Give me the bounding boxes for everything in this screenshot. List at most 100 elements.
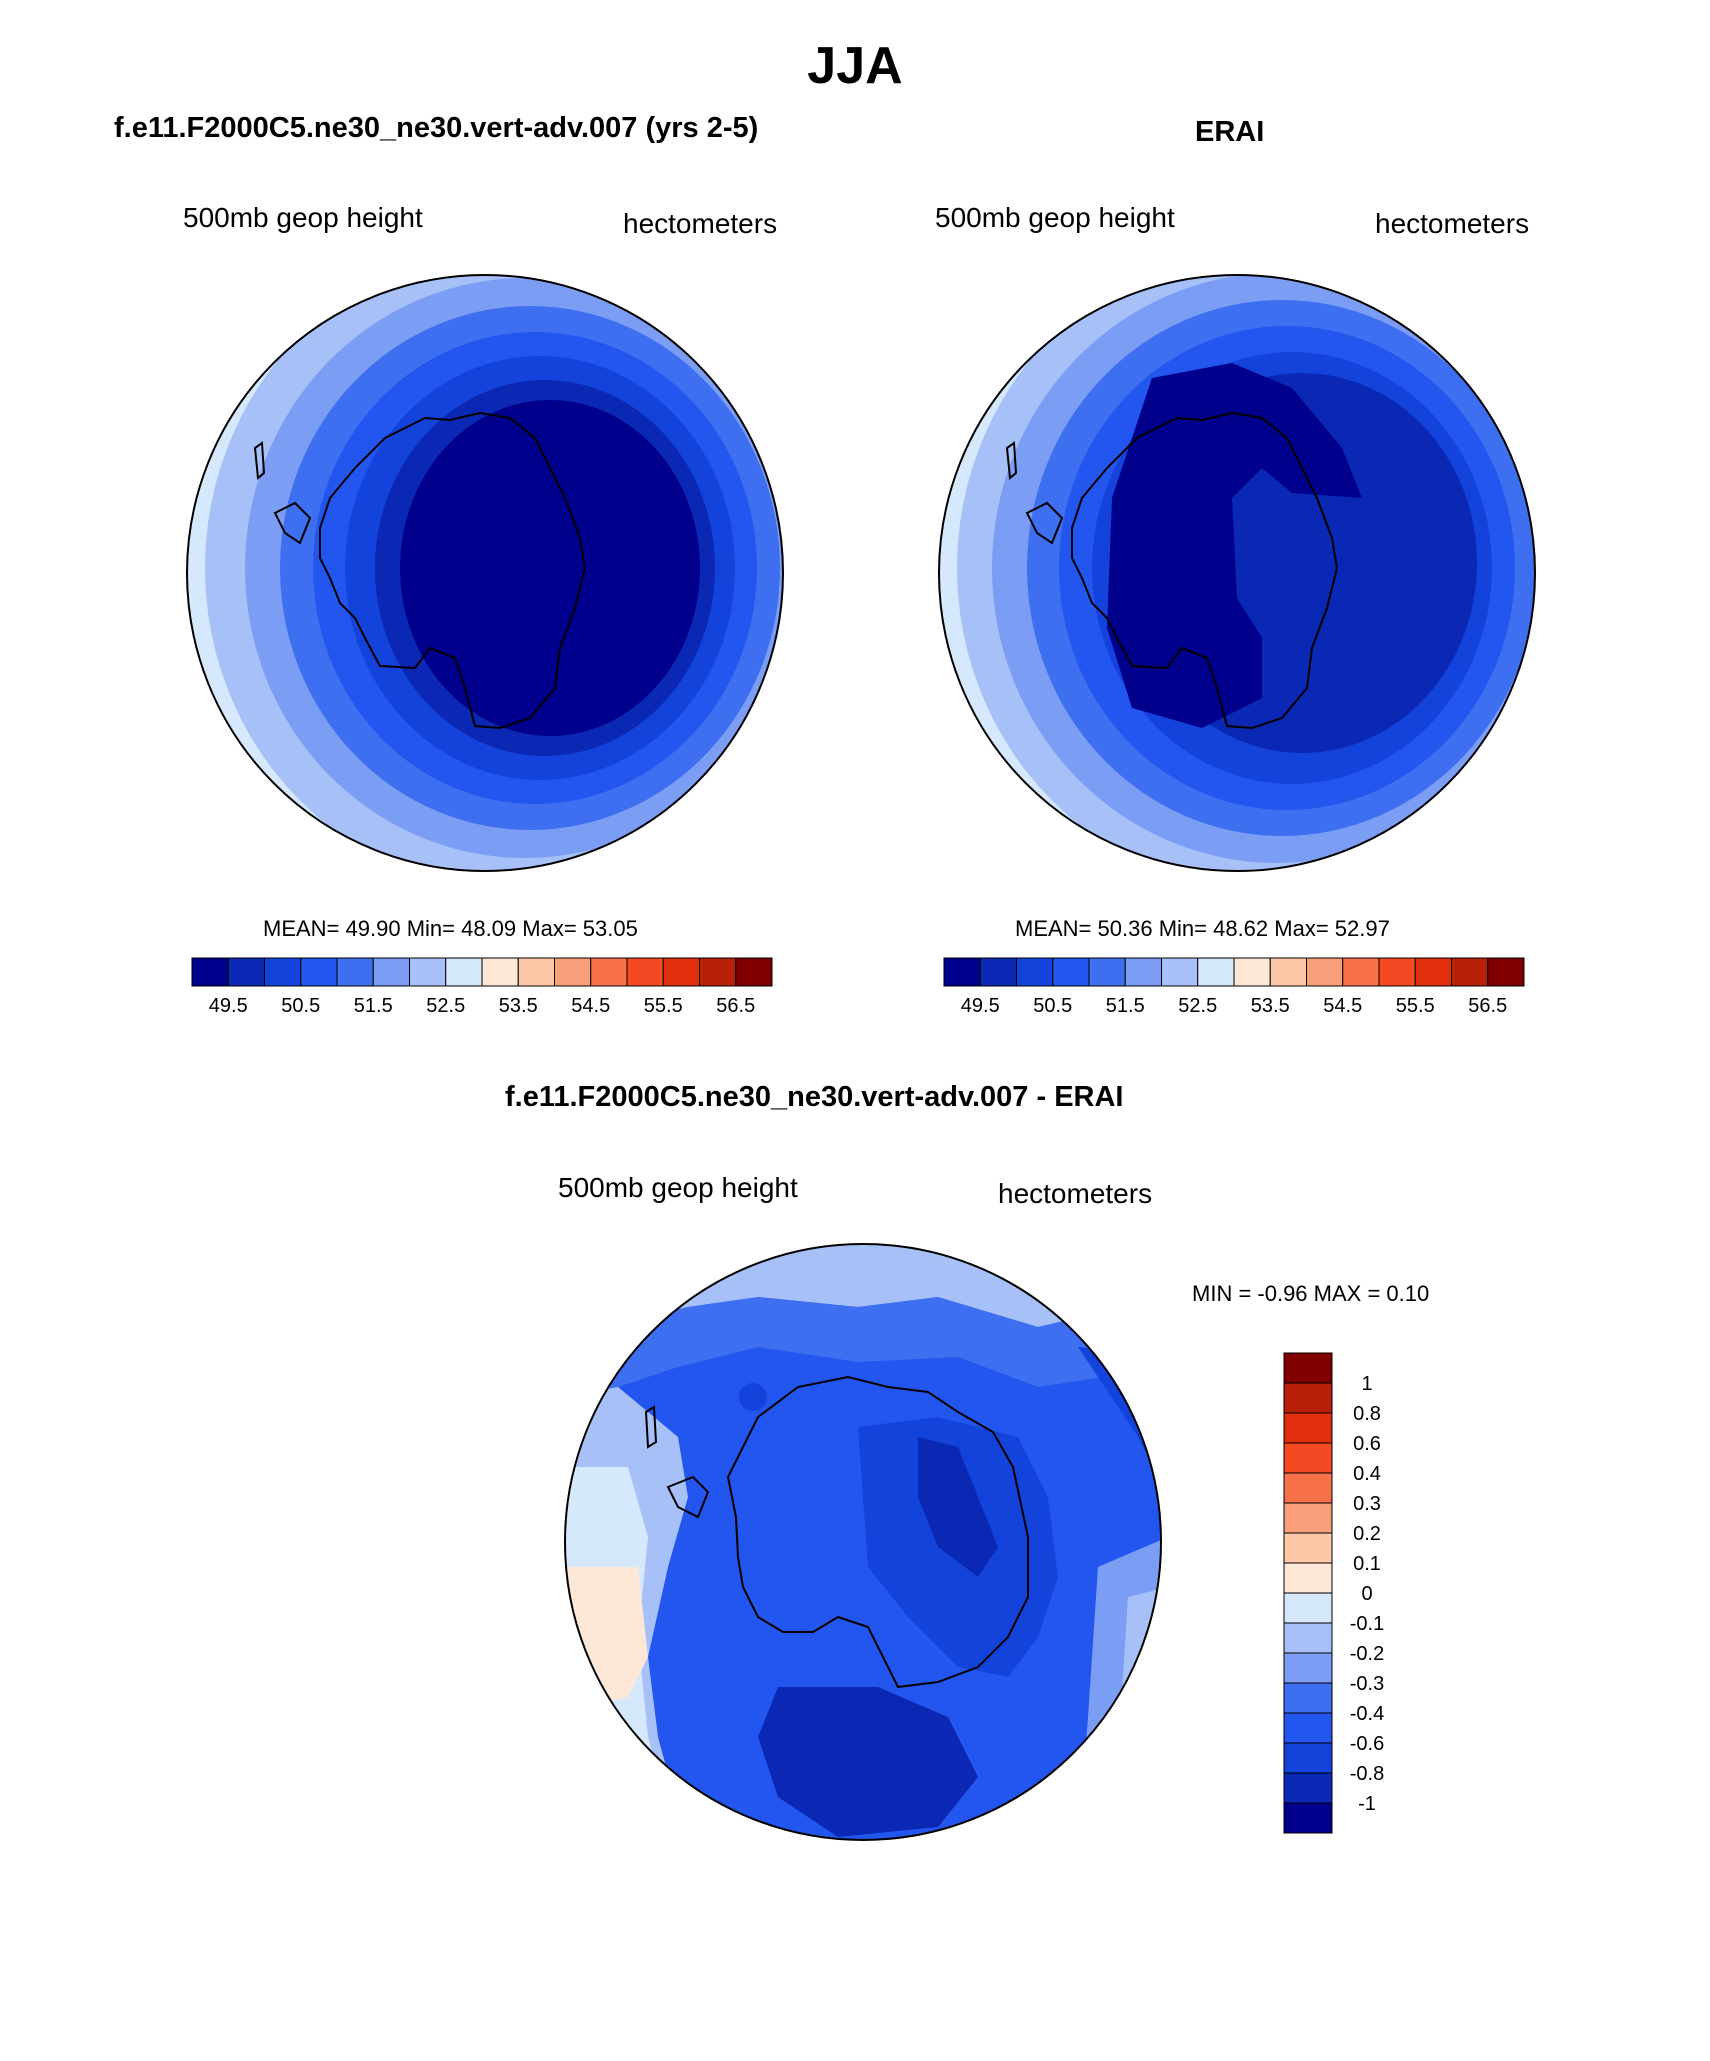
panel-3-colorbar-swatch (1283, 1442, 1333, 1474)
panel-1-colorbar-swatch (336, 957, 374, 987)
panel-2-colorbar-swatch (1342, 957, 1380, 987)
panel-2-colorbar-swatch (1378, 957, 1416, 987)
figure-title: JJA (807, 37, 903, 95)
panel-1-colorbar-tick: 49.5 (209, 995, 248, 1017)
panel-2-colorbar-swatch (1306, 957, 1344, 987)
panel-3-colorbar-tick: 1 (1361, 1373, 1372, 1395)
panel-1-colorbar-swatch (554, 957, 592, 987)
panel-1-colorbar-tick: 51.5 (354, 995, 393, 1017)
panel-3-colorbar-swatch (1283, 1652, 1333, 1684)
panel-2-colorbar-swatch (1124, 957, 1162, 987)
panel-1-colorbar-swatch (626, 957, 664, 987)
panel-3-colorbar-swatch (1283, 1802, 1333, 1834)
panel-1-title: f.e11.F2000C5.ne30_ne30.vert-adv.007 (yr… (114, 112, 759, 144)
panel-1-colorbar-swatch (445, 957, 483, 987)
panel-3-colorbar-tick: 0.8 (1353, 1403, 1381, 1425)
panel-1-polar-map (186, 274, 784, 872)
antarctica-outline (319, 411, 587, 730)
panel-3-colorbar-tick: -0.1 (1350, 1613, 1384, 1635)
panel-3-colorbar: 1 0.8 0.6 0.4 0.3 0.2 0.1 0 -0.1 -0.2 -0.3 -0.4 -0.6… (1283, 1352, 1384, 1834)
panel-3-colorbar-swatch (1283, 1532, 1333, 1564)
panel-2-colorbar-tick: 56.5 (1468, 995, 1507, 1017)
panel-3-colorbar-tick: 0 (1361, 1583, 1372, 1605)
panel-3-colorbar-swatch (1283, 1772, 1333, 1804)
panel-3-polar-map (564, 1243, 1162, 1841)
panel-2-colorbar-swatch (1052, 957, 1090, 987)
panel-2-title: ERAI (1195, 116, 1265, 148)
panel-2-right-label: hectometers (1375, 208, 1530, 239)
panel-3-colorbar-swatch (1283, 1502, 1333, 1534)
panel-2-colorbar-swatch (1197, 957, 1235, 987)
panel-2-colorbar-swatch (1451, 957, 1489, 987)
panel-3-colorbar-swatch (1283, 1352, 1333, 1384)
panel-2-colorbar-tick: 54.5 (1323, 995, 1362, 1017)
panel-3-stats: MIN = -0.96 MAX = 0.10 (1192, 1281, 1430, 1306)
panel-3-colorbar-swatch (1283, 1562, 1333, 1594)
panel-3-colorbar-tick: 0.3 (1353, 1493, 1381, 1515)
panel-1-colorbar-swatch (590, 957, 628, 987)
panel-3-colorbar-swatch (1283, 1682, 1333, 1714)
panel-3-colorbar-swatch (1283, 1712, 1333, 1744)
panel-1-stats: MEAN= 49.90 Min= 48.09 Max= 53.05 (263, 916, 638, 941)
panel-3-colorbar-tick: -1 (1358, 1793, 1376, 1815)
panel-1-colorbar-tick: 56.5 (716, 995, 755, 1017)
panel-2-colorbar-swatch (1233, 957, 1271, 987)
panel-3-colorbar-swatch (1283, 1412, 1333, 1444)
panel-3-colorbar-swatch (1283, 1592, 1333, 1624)
panel-1-colorbar-swatch (735, 957, 773, 987)
panel-1-colorbar-tick: 54.5 (571, 995, 610, 1017)
panel-3-colorbar-tick: 0.6 (1353, 1433, 1381, 1455)
panel-2-colorbar-swatch (1414, 957, 1452, 987)
panel-1-left-label: 500mb geop height (183, 202, 423, 233)
panel-1-colorbar-swatch (372, 957, 410, 987)
panel-2-colorbar-swatch (1269, 957, 1307, 987)
panel-3-colorbar-swatch (1283, 1742, 1333, 1774)
panel-2-colorbar-swatch (943, 957, 981, 987)
panel-3-colorbar-swatch (1283, 1382, 1333, 1414)
panel-1-colorbar-swatch (409, 957, 447, 987)
panel-2-colorbar-tick: 49.5 (961, 995, 1000, 1017)
panel-2-colorbar-swatch (1016, 957, 1054, 987)
panel-1-colorbar-swatch (264, 957, 302, 987)
panel-2-colorbar-swatch (1487, 957, 1525, 987)
panel-1-colorbar-swatch (227, 957, 265, 987)
panel-3-title: f.e11.F2000C5.ne30_ne30.vert-adv.007 - E… (505, 1081, 1124, 1113)
panel-2-colorbar-tick: 50.5 (1033, 995, 1072, 1017)
panel-1-colorbar: 49.5 50.5 51.5 52.5 53.5 54.5 55.5 56.5 (191, 957, 773, 1017)
panel-2-colorbar-tick: 55.5 (1396, 995, 1435, 1017)
panel-1-colorbar-swatch (191, 957, 229, 987)
panel-2-colorbar-tick: 53.5 (1251, 995, 1290, 1017)
panel-3-right-label: hectometers (998, 1178, 1153, 1209)
panel-2-colorbar-tick: 51.5 (1106, 995, 1145, 1017)
panel-1-colorbar-swatch (481, 957, 519, 987)
panel-3-colorbar-tick: -0.8 (1350, 1763, 1384, 1785)
panel-3-colorbar-tick: -0.3 (1350, 1673, 1384, 1695)
panel-2-colorbar-swatch (979, 957, 1017, 987)
panel-3-left-label: 500mb geop height (558, 1172, 798, 1203)
panel-2-polar-map (938, 274, 1536, 872)
panel-3-colorbar-tick: -0.2 (1350, 1643, 1384, 1665)
panel-3-colorbar-swatch (1283, 1472, 1333, 1504)
panel-2-stats: MEAN= 50.36 Min= 48.62 Max= 52.97 (1015, 916, 1390, 941)
panel-3-colorbar-tick: 0.2 (1353, 1523, 1381, 1545)
panel-2-colorbar-swatch (1088, 957, 1126, 987)
panel-1-colorbar-swatch (300, 957, 338, 987)
panel-1-right-label: hectometers (623, 208, 778, 239)
panel-2-colorbar-tick: 52.5 (1178, 995, 1217, 1017)
antarctica-outline (1071, 411, 1339, 730)
panel-1-colorbar-swatch (662, 957, 700, 987)
panel-2-colorbar: 49.5 50.5 51.5 52.5 53.5 54.5 55.5 56.5 (943, 957, 1525, 1017)
panel-2-colorbar-swatch (1161, 957, 1199, 987)
panel-3-colorbar-tick: -0.6 (1350, 1733, 1384, 1755)
panel-1-colorbar-tick: 53.5 (499, 995, 538, 1017)
panel-3-colorbar-tick: 0.1 (1353, 1553, 1381, 1575)
panel-1-colorbar-swatch (517, 957, 555, 987)
panel-1-colorbar-tick: 55.5 (644, 995, 683, 1017)
panel-2-left-label: 500mb geop height (935, 202, 1175, 233)
panel-3-colorbar-tick: 0.4 (1353, 1463, 1381, 1485)
panel-1-colorbar-tick: 50.5 (281, 995, 320, 1017)
panel-3-colorbar-tick: -0.4 (1350, 1703, 1384, 1725)
panel-1-colorbar-tick: 52.5 (426, 995, 465, 1017)
panel-3-colorbar-swatch (1283, 1622, 1333, 1654)
antarctica-outline (726, 1375, 1029, 1689)
